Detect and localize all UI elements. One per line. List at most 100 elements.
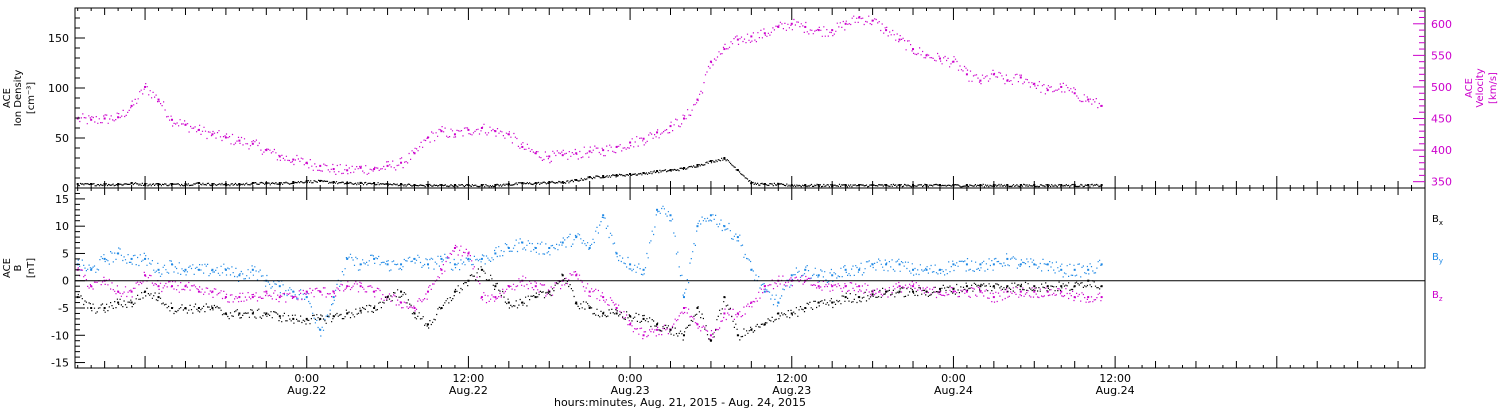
data-point-velocity [1060,85,1063,88]
data-point-by [669,214,672,217]
data-point-by [588,247,591,249]
bottom-ytick-label: 15 [55,193,69,206]
bottom-ylabel-line: B [13,264,24,271]
data-point-by [548,247,551,249]
data-point-bx [440,307,443,309]
legend-main: B [1432,252,1439,263]
data-point-bz [359,285,362,288]
data-point-bx [386,296,389,299]
data-point-by [90,268,93,271]
data-point-velocity [211,133,214,136]
data-point-bz [1100,296,1103,299]
data-point-velocity [386,164,389,167]
data-point-bz [426,290,429,293]
data-point-bx [359,309,362,312]
bottom-ytick-label: -10 [51,329,69,342]
data-point-bx [413,312,416,315]
top-ytick-label: 150 [48,32,69,45]
top-ylabel-line: ACE [2,88,13,108]
data-point-bx [790,312,793,315]
data-point-velocity [844,22,847,25]
data-point-bz [494,296,497,299]
xtick-date-label: Aug.24 [1096,384,1135,397]
data-point-by [1046,263,1049,266]
bottom-ylabel: ACE B [nT] [2,258,37,278]
data-point-bx [305,317,308,320]
data-point-velocity [373,168,376,171]
top-ylabel-line: Ion Density [13,70,24,127]
data-point-bx [426,323,429,326]
data-point-by [1033,263,1036,266]
data-point-velocity [1087,98,1090,101]
legend-subscript: y [1439,257,1443,265]
data-point-bz [507,285,510,288]
legend-main: B [1432,214,1439,225]
data-point-by [507,247,510,249]
data-point-bx [669,328,672,331]
legend-bx: Bx [1432,214,1443,227]
data-point-by [480,257,483,260]
data-point-velocity [831,29,834,32]
data-point-ion-density [696,164,699,166]
data-point-bz [373,290,376,293]
xtick-time-label: 12:00 [1099,372,1131,385]
data-point-bz [278,296,281,299]
data-point-bz [332,290,335,293]
data-point-by [117,252,120,255]
data-point-ion-density [211,183,214,185]
data-point-by [130,257,133,260]
data-point-bz [736,312,739,315]
data-point-by [871,263,874,266]
data-point-bz [480,296,483,299]
data-point-by [332,296,335,299]
data-point-velocity [979,79,982,82]
series-velocity [76,15,1103,175]
data-point-velocity [1100,104,1103,107]
data-point-velocity [440,130,443,133]
data-point-by [723,225,726,228]
data-point-bz [157,285,160,288]
data-point-bx [224,312,227,315]
data-point-velocity [507,133,510,136]
data-point-bx [938,287,941,290]
data-point-bx [534,296,537,299]
data-point-velocity [682,117,685,120]
bottom-ylabel-line: ACE [2,258,13,278]
data-point-bz [898,285,901,288]
data-point-bx [1033,285,1036,288]
data-point-velocity [90,118,93,121]
data-point-bx [965,285,968,288]
data-point-velocity [130,104,133,107]
scatter-dots [77,157,1102,188]
top-ylabel: ACE Ion Density [cm⁻³] [2,70,37,127]
data-point-velocity [346,169,349,172]
data-point-velocity [265,149,268,152]
data-point-bx [480,268,483,271]
data-point-bz [453,247,456,249]
data-point-bx [130,301,133,304]
data-point-velocity [278,155,281,158]
data-point-bz [979,290,982,293]
data-point-velocity [494,130,497,133]
bottom-ytick-label: 5 [62,247,69,260]
data-point-velocity [629,141,632,144]
data-point-by [885,263,888,266]
data-point-bz [844,285,847,288]
data-point-by [965,263,968,266]
data-point-bz [709,334,712,337]
xtick-time-label: 0:00 [941,372,966,385]
data-point-ion-density [588,176,591,178]
data-point-ion-density [157,183,160,185]
data-point-bz [171,285,174,288]
data-point-bz [912,285,915,288]
data-point-by [426,263,429,266]
data-point-velocity [400,161,403,164]
data-point-velocity [736,38,739,41]
data-point-bx [265,312,268,315]
data-point-velocity [885,29,888,32]
data-point-bz [1046,290,1049,293]
data-point-velocity [952,60,955,63]
top-y2label-unit: [km/s] [1488,72,1499,104]
